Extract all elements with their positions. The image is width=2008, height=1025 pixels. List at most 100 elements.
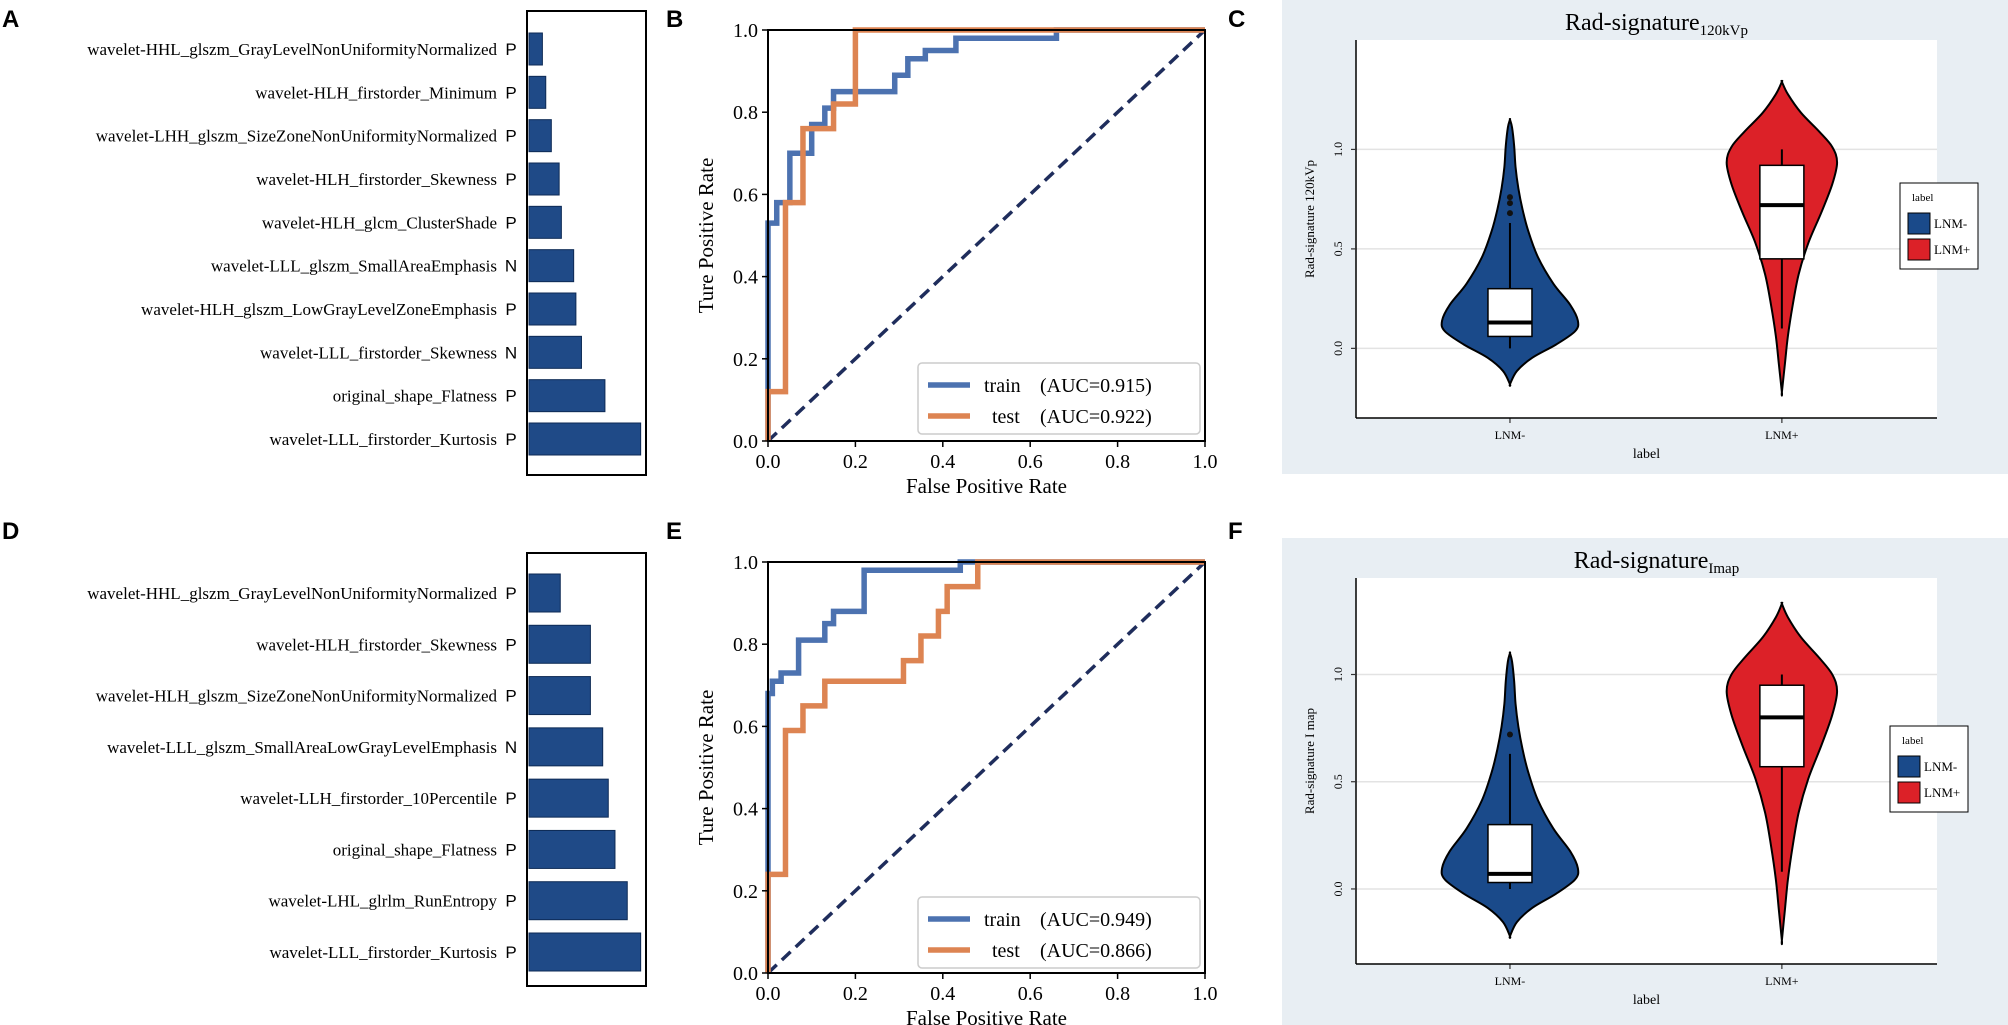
bar-category-label: original_shape_Flatness <box>333 840 497 859</box>
bar-sign-label: P <box>505 687 516 706</box>
bar <box>528 932 642 972</box>
y-tick-label: 0.6 <box>733 716 758 738</box>
panel-letter-e: E <box>666 518 682 545</box>
bar-category-label: wavelet-HLH_glszm_SizeZoneNonUniformityN… <box>96 687 498 706</box>
bar-sign-label: N <box>505 738 517 757</box>
bar-category-label: wavelet-LLL_glszm_SmallAreaLowGrayLevelE… <box>107 738 497 757</box>
y-tick-label: 0.8 <box>733 102 758 124</box>
bar-sign-label: P <box>505 300 516 319</box>
box-LNM+ <box>1759 164 1805 260</box>
outlier-point <box>1506 731 1513 738</box>
bar <box>528 829 616 869</box>
bar-category-label: wavelet-HLH_firstorder_Skewness <box>256 635 497 654</box>
legend-auc-test: (AUC=0.866) <box>1040 940 1152 962</box>
legend-label-test: test <box>992 406 1020 428</box>
roc-curve-test <box>765 559 1205 973</box>
chart-title-subscript: 120kVp <box>1700 23 1748 39</box>
bar <box>528 292 577 326</box>
x-tick-label: 0.6 <box>1018 451 1043 473</box>
legend-title: label <box>1912 192 1933 204</box>
panel-d-feature-importance: wavelet-HHL_glszm_GrayLevelNonUniformity… <box>87 552 647 987</box>
legend-auc-train: (AUC=0.915) <box>1040 375 1152 397</box>
bar-category-label: wavelet-HLH_firstorder_Minimum <box>255 83 497 102</box>
bar <box>528 778 609 818</box>
bar-category-label: wavelet-HLH_glszm_LowGrayLevelZoneEmphas… <box>141 300 497 319</box>
legend-swatch-LNM+ <box>1897 781 1921 804</box>
y-tick-label: 0.0 <box>1331 881 1345 896</box>
legend-label-LNM+: LNM+ <box>1924 785 1960 800</box>
legend-auc-test: (AUC=0.922) <box>1040 406 1152 428</box>
legend-auc-train: (AUC=0.949) <box>1040 909 1152 931</box>
bar <box>528 727 604 767</box>
x-axis-label: label <box>1633 993 1660 1008</box>
plot-frame <box>526 10 647 476</box>
bar-sign-label: P <box>505 892 516 911</box>
plot-area <box>1356 578 1937 964</box>
panel-f-violin: LNM- LNM+ 0.0 0.5 1.0 label Rad-signature I ma… <box>1282 538 2008 1025</box>
x-axis-label: False Positive Rate <box>906 474 1067 498</box>
y-axis-label: Rad-signature I map <box>1302 708 1317 814</box>
bar-category-label: wavelet-LHH_glszm_SizeZoneNonUniformityN… <box>96 127 498 146</box>
bar-sign-label: N <box>505 343 517 362</box>
chance-line <box>766 560 1207 975</box>
bar-sign-label: P <box>505 584 516 603</box>
y-tick-label: 0.0 <box>733 963 758 985</box>
bar <box>528 881 628 921</box>
y-tick-label: 1.0 <box>1331 667 1345 682</box>
x-tick-label: 0.6 <box>1018 983 1043 1005</box>
x-axis-label: False Positive Rate <box>906 1006 1067 1025</box>
panel-letter-b: B <box>666 6 683 33</box>
legend-box <box>917 896 1201 969</box>
y-tick-label: 0.5 <box>1331 241 1345 256</box>
bar <box>528 32 543 66</box>
legend-swatch-LNM- <box>1897 755 1921 778</box>
y-axis-label: Rad-signature 120kVp <box>1302 160 1317 278</box>
bar-sign-label: P <box>505 213 516 232</box>
plot-frame <box>767 29 1206 442</box>
x-tick-label: 0.2 <box>843 451 868 473</box>
x-tick-label: 1.0 <box>1193 983 1218 1005</box>
box-LNM+ <box>1759 684 1805 768</box>
y-tick-label: 1.0 <box>733 552 758 574</box>
bar-sign-label: P <box>505 127 516 146</box>
roc-curve-test <box>765 27 1205 441</box>
panel-letter-a: A <box>2 6 19 33</box>
y-tick-label: 1.0 <box>1331 142 1345 157</box>
bar-sign-label: P <box>505 170 516 189</box>
bar-sign-label: P <box>505 83 516 102</box>
bar-sign-label: P <box>505 943 516 962</box>
y-tick-label: 0.0 <box>733 431 758 453</box>
legend-label-LNM-: LNM- <box>1924 759 1957 774</box>
legend-label-train: train <box>984 909 1021 931</box>
x-tick-label: 0.0 <box>756 983 781 1005</box>
y-tick-label: 0.4 <box>733 267 758 289</box>
bar-category-label: wavelet-LLL_firstorder_Skewness <box>260 343 497 362</box>
plot-area <box>1356 40 1937 418</box>
y-tick-label: 0.5 <box>1331 774 1345 789</box>
y-tick-label: 0.4 <box>733 799 758 821</box>
chart-title-main: Rad-signature <box>1574 548 1709 574</box>
bar-category-label: wavelet-HLH_firstorder_Skewness <box>256 170 497 189</box>
bar-category-label: wavelet-LHL_glrlm_RunEntropy <box>268 892 497 911</box>
x-tick-label: LNM+ <box>1765 974 1799 988</box>
bar-sign-label: N <box>505 257 517 276</box>
bar <box>528 624 591 664</box>
panel-letter-f: F <box>1228 518 1243 545</box>
bar <box>528 573 561 613</box>
bar-sign-label: P <box>505 635 516 654</box>
y-tick-label: 0.6 <box>733 184 758 206</box>
outlier-point <box>1506 194 1513 201</box>
panel-a-feature-importance: wavelet-HHL_glszm_GrayLevelNonUniformity… <box>87 10 647 476</box>
bar <box>528 75 547 109</box>
panel-letter-c: C <box>1228 6 1245 33</box>
bar <box>528 205 562 239</box>
y-tick-label: 0.0 <box>1331 341 1345 356</box>
x-tick-label: LNM+ <box>1765 428 1799 442</box>
plot-frame <box>767 561 1206 974</box>
panel-b-roc: 0.0 0.2 0.4 0.6 0.8 1.0 0.0 0.2 0.4 0.6 0.8 1.0 Fals… <box>694 20 1218 498</box>
outlier-point <box>1506 200 1513 207</box>
x-tick-label: 0.8 <box>1105 451 1130 473</box>
bar <box>528 249 575 283</box>
bar <box>528 119 552 153</box>
